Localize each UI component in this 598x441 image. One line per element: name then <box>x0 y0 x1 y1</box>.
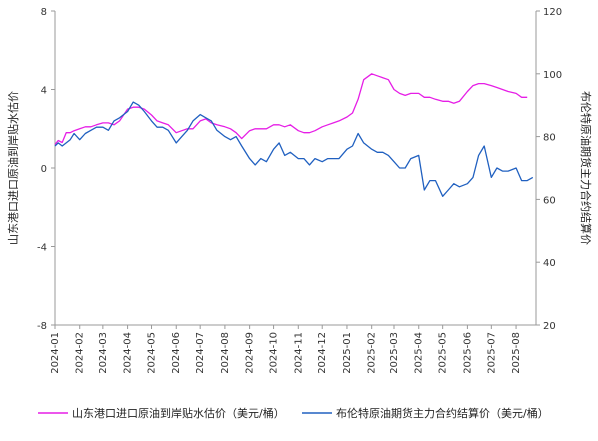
x-tick-label: 2024-10 <box>269 332 280 374</box>
y-right-tick-label: 120 <box>543 7 562 18</box>
x-tick-label: 2025-04 <box>414 332 425 374</box>
x-tick-label: 2024-07 <box>195 332 206 374</box>
legend-label-brent: 布伦特原油期货主力合约结算价（美元/桶） <box>336 406 549 420</box>
x-tick-label: 2025-05 <box>438 332 449 374</box>
y-right-tick-label: 40 <box>543 258 556 269</box>
x-tick-label: 2025-01 <box>342 332 353 374</box>
x-tick-label: 2024-01 <box>50 332 61 374</box>
y-right-axis-title: 布伦特原油期货主力合约结算价 <box>579 91 593 245</box>
y-left-tick-label: 4 <box>41 86 47 97</box>
x-tick-label: 2025-08 <box>511 332 522 374</box>
plot-frame <box>54 11 537 326</box>
y-right-tick-label: 100 <box>543 70 562 81</box>
y-left-tick-label: 8 <box>41 7 47 18</box>
x-tick-label: 2024-09 <box>245 332 256 374</box>
x-tick-label: 2024-06 <box>171 332 182 374</box>
legend-label-shandong: 山东港口进口原油到岸贴水估价（美元/桶） <box>72 406 285 420</box>
x-tick-label: 2024-11 <box>293 332 304 374</box>
series-layer <box>54 73 534 197</box>
y-right-tick-label: 80 <box>543 133 556 144</box>
x-tick-label: 2024-12 <box>317 332 328 374</box>
x-tick-label: 2025-03 <box>389 332 400 374</box>
y-left-tick-label: 0 <box>41 164 47 175</box>
x-axis: 2024-01 2024-02 2024-03 2024-04 2024-05 2024-… <box>50 325 522 374</box>
x-tick-label: 2024-02 <box>75 332 86 374</box>
x-tick-label: 2024-08 <box>220 332 231 374</box>
y-left-tick-label: -8 <box>37 321 47 332</box>
x-tick-label: 2024-05 <box>147 332 158 374</box>
y-left-axis-title: 山东港口进口原油到岸贴水估价 <box>6 91 20 245</box>
y-left-axis: -8 -4 0 4 8 <box>37 7 55 332</box>
y-right-tick-label: 60 <box>543 195 556 206</box>
series-line-shandong-premium <box>54 73 528 145</box>
series-line-brent-settlement <box>54 101 534 197</box>
x-tick-label: 2024-03 <box>98 332 109 374</box>
legend: 山东港口进口原油到岸贴水估价（美元/桶） 布伦特原油期货主力合约结算价（美元/桶… <box>38 406 549 420</box>
x-tick-label: 2025-02 <box>367 332 378 374</box>
x-tick-label: 2025-07 <box>486 332 497 374</box>
y-right-axis: 20 40 60 80 100 120 <box>536 7 562 332</box>
x-tick-label: 2024-04 <box>123 332 134 374</box>
x-tick-label: 2025-06 <box>462 332 473 374</box>
y-right-tick-label: 20 <box>543 321 556 332</box>
y-left-tick-label: -4 <box>37 243 47 254</box>
